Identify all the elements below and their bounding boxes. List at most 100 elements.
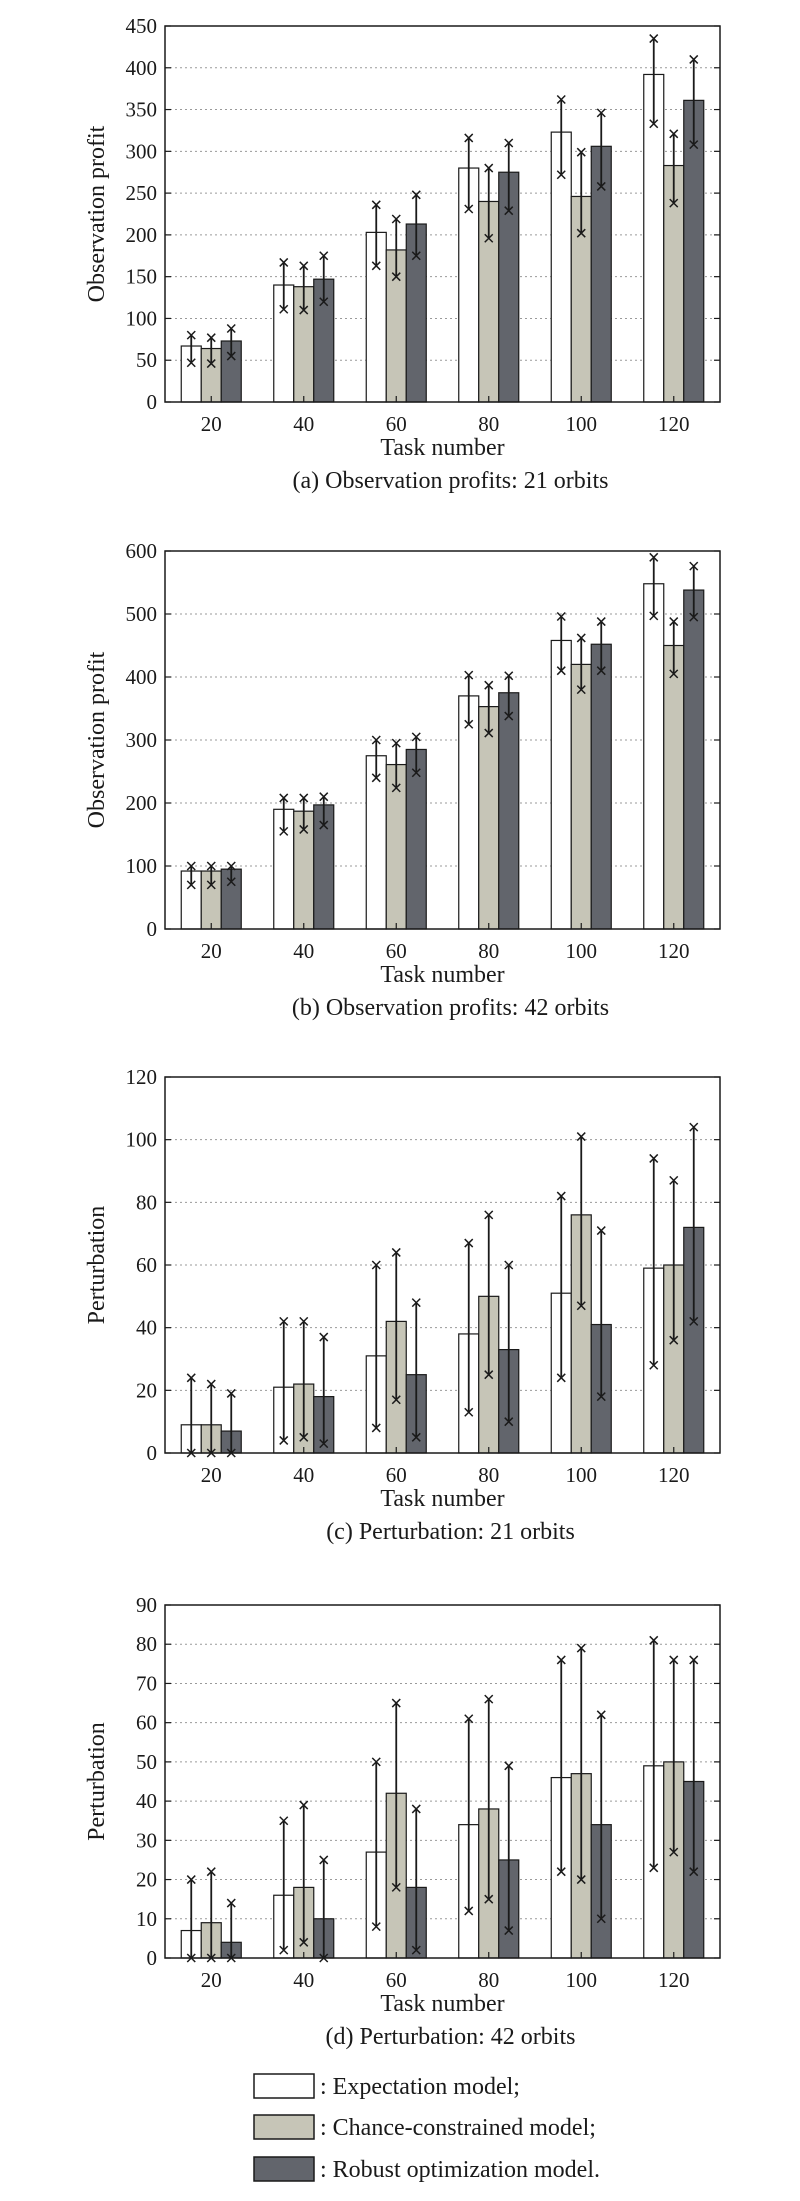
error-marker-low-chance-80 xyxy=(484,1370,494,1380)
error-marker-high-expectation-120 xyxy=(649,1153,659,1164)
error-marker-low-expectation-100 xyxy=(556,170,566,180)
error-marker-high-chance-100 xyxy=(576,147,586,157)
error-marker-high-chance-60 xyxy=(391,1247,401,1258)
error-marker-high-expectation-60 xyxy=(371,200,381,210)
error-marker-low-expectation-100 xyxy=(556,1373,566,1383)
x-tick-label-120: 120 xyxy=(658,1463,690,1487)
error-marker-high-robust-80 xyxy=(504,138,514,148)
error-marker-high-expectation-20 xyxy=(186,861,196,871)
error-marker-high-robust-80 xyxy=(504,671,514,681)
y-tick-label-50: 50 xyxy=(136,1750,157,1774)
error-marker-high-expectation-60 xyxy=(371,735,381,745)
error-marker-low-chance-60 xyxy=(391,1395,401,1405)
y-tick-label-20: 20 xyxy=(136,1378,157,1402)
caption-b: (b) Observation profits: 42 orbits xyxy=(292,995,609,1021)
bar-expectation-120 xyxy=(643,583,665,930)
error-marker-high-robust-120 xyxy=(689,1655,699,1665)
error-marker-high-expectation-40 xyxy=(279,793,289,803)
error-marker-high-chance-80 xyxy=(484,163,494,173)
error-marker-high-robust-20 xyxy=(226,861,236,871)
error-marker-low-chance-60 xyxy=(391,272,401,282)
error-marker-low-robust-60 xyxy=(411,251,421,261)
error-marker-high-expectation-120 xyxy=(649,552,659,562)
error-marker-high-expectation-40 xyxy=(279,257,289,267)
error-marker-high-expectation-20 xyxy=(186,330,196,340)
error-marker-high-robust-120 xyxy=(689,54,699,64)
x-tick-label-60: 60 xyxy=(386,412,407,436)
error-marker-low-chance-40 xyxy=(299,1937,309,1947)
y-tick-label-30: 30 xyxy=(136,1828,157,1852)
error-marker-low-chance-120 xyxy=(669,1847,679,1857)
error-marker-low-chance-20 xyxy=(206,880,216,890)
y-tick-label-0: 0 xyxy=(147,1441,158,1465)
x-tick-label-20: 20 xyxy=(201,412,222,436)
y-tick-label-50: 50 xyxy=(136,348,157,372)
error-marker-high-chance-100 xyxy=(576,1131,586,1142)
error-marker-low-expectation-20 xyxy=(186,358,196,368)
y-tick-label-350: 350 xyxy=(126,98,158,122)
bar-robust-100 xyxy=(590,643,612,930)
y-tick-label-300: 300 xyxy=(126,728,158,752)
legend-swatch-chance xyxy=(253,2114,315,2140)
error-marker-low-expectation-40 xyxy=(279,1945,289,1955)
x-tick-label-100: 100 xyxy=(566,1463,598,1487)
error-marker-high-robust-100 xyxy=(596,1710,606,1720)
y-tick-label-60: 60 xyxy=(136,1253,157,1277)
error-marker-high-robust-80 xyxy=(504,1761,514,1771)
y-tick-label-80: 80 xyxy=(136,1632,157,1656)
error-marker-high-expectation-120 xyxy=(649,1635,659,1645)
x-axis-label: Task number xyxy=(380,1991,504,2017)
y-tick-label-90: 90 xyxy=(136,1593,157,1617)
error-marker-high-robust-100 xyxy=(596,1225,606,1236)
error-marker-low-chance-40 xyxy=(299,824,309,834)
x-tick-label-100: 100 xyxy=(566,1968,598,1992)
error-marker-low-chance-80 xyxy=(484,233,494,243)
y-axis-label: Observation profit xyxy=(84,651,110,828)
bar-expectation-80 xyxy=(458,695,480,930)
error-marker-low-chance-100 xyxy=(576,685,586,695)
error-marker-low-robust-120 xyxy=(689,612,699,622)
x-tick-label-40: 40 xyxy=(293,1463,314,1487)
error-marker-high-chance-120 xyxy=(669,129,679,139)
y-tick-label-0: 0 xyxy=(147,917,158,941)
bar-chance-120 xyxy=(663,644,685,930)
error-marker-high-chance-80 xyxy=(484,680,494,690)
error-marker-high-robust-120 xyxy=(689,1122,699,1132)
error-marker-low-chance-100 xyxy=(576,228,586,238)
error-marker-high-expectation-100 xyxy=(556,1655,566,1665)
y-axis-label: Observation profit xyxy=(84,125,110,302)
error-marker-high-chance-120 xyxy=(669,1655,679,1665)
caption-a: (a) Observation profits: 21 orbits xyxy=(293,468,609,494)
plot-frame xyxy=(164,25,721,403)
error-marker-high-chance-80 xyxy=(484,1210,494,1220)
error-marker-high-chance-20 xyxy=(206,333,216,343)
x-tick-label-120: 120 xyxy=(658,1968,690,1992)
x-tick-label-60: 60 xyxy=(386,939,407,963)
error-marker-high-chance-120 xyxy=(669,1175,679,1185)
y-tick-label-40: 40 xyxy=(136,1789,157,1813)
error-marker-low-robust-40 xyxy=(319,820,329,830)
error-marker-high-expectation-120 xyxy=(649,34,659,44)
error-marker-high-expectation-20 xyxy=(186,1875,196,1885)
error-marker-low-robust-60 xyxy=(411,768,421,778)
caption-c: (c) Perturbation: 21 orbits xyxy=(326,1519,575,1545)
error-marker-low-expectation-60 xyxy=(371,773,381,783)
error-marker-high-robust-100 xyxy=(596,108,606,118)
x-tick-label-40: 40 xyxy=(293,939,314,963)
error-marker-high-robust-40 xyxy=(319,1855,329,1865)
chart-b: 0 100 200 300 400 500 600 20 40 60 80 100 120 Task nu… xyxy=(84,539,721,1021)
error-marker-low-chance-60 xyxy=(391,1882,401,1892)
error-marker-low-expectation-40 xyxy=(279,1435,289,1446)
y-tick-label-0: 0 xyxy=(147,390,158,414)
y-axis-label: Perturbation xyxy=(84,1722,110,1841)
error-marker-high-expectation-100 xyxy=(556,94,566,105)
error-marker-high-robust-60 xyxy=(411,1804,421,1814)
error-marker-high-robust-80 xyxy=(504,1260,514,1270)
legend-label-expectation: : Expectation model; xyxy=(320,2074,520,2100)
error-marker-high-robust-120 xyxy=(689,561,699,571)
error-marker-low-expectation-120 xyxy=(649,611,659,621)
chart-d: 0 10 20 30 40 50 60 70 80 90 20 40 60 80 100 120 Task nu… xyxy=(84,1593,721,2050)
legend-label-robust: : Robust optimization model. xyxy=(320,2157,600,2183)
y-tick-label-60: 60 xyxy=(136,1711,157,1735)
error-marker-low-robust-100 xyxy=(596,1392,606,1402)
